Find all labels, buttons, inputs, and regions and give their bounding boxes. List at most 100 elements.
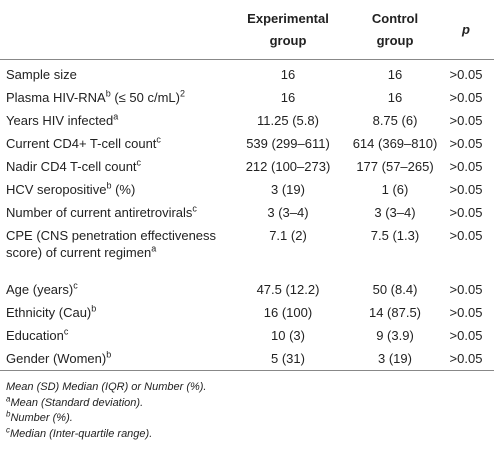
footnote-a: aMean (Standard deviation). (6, 393, 494, 412)
control-value-cell: 3 (19) (352, 347, 438, 371)
table-footnotes: Mean (SD) Median (IQR) or Number (%). aM… (0, 380, 494, 442)
row-label-cell: Ethnicity (Cau)b (0, 302, 224, 325)
footnote-a-mark: a (6, 393, 11, 403)
footnote-c-mark: c (6, 424, 10, 434)
header-experimental-group: Experimental group (224, 0, 352, 60)
table-row: Ethnicity (Cau)b 16 (100) 14 (87.5) >0.05 (0, 302, 494, 325)
row-label-footnote-mark: b (105, 88, 111, 99)
experimental-value-cell: 3 (19) (271, 181, 305, 197)
row-label-footnote-mark: c (63, 326, 69, 337)
control-value-cell: 1 (6) (381, 181, 409, 197)
header-p-value: p (438, 0, 494, 60)
experimental-value-cell: 11.25 (5.8) (257, 112, 319, 128)
row-label-cell: Educationc (0, 325, 224, 348)
experimental-value-cell: 7.1 (2) (269, 227, 307, 243)
table-row: Plasma HIV-RNAb (≤ 50 c/mL)2 16 16 >0.05 (0, 87, 494, 110)
row-label-footnote-mark: c (192, 203, 197, 214)
p-value-cell: >0.05 (449, 281, 483, 297)
experimental-value-cell: 16 (100) (263, 304, 313, 320)
p-value-cell: >0.05 (449, 135, 483, 151)
demographics-table-container: Experimental group Control group p Sampl… (0, 0, 494, 442)
row-label-cell: Nadir CD4 T-cell countc (0, 156, 224, 179)
row-label-cell: Gender (Women)b (0, 347, 224, 371)
p-value-cell: >0.05 (449, 181, 483, 197)
footnote-a-text: Mean (Standard deviation). (10, 396, 144, 409)
table-row: HCV seropositiveb (%) 3 (19) 1 (6) >0.05 (0, 179, 494, 202)
header-control-group: Control group (352, 0, 438, 60)
row-label: Sample size (6, 67, 77, 82)
experimental-value-cell: 47.5 (12.2) (256, 281, 320, 297)
experimental-value-cell: 10 (3) (271, 327, 305, 343)
table-row: Gender (Women)b 5 (31) 3 (19) >0.05 (0, 347, 494, 371)
header-experimental-line1: Experimental (247, 10, 329, 26)
row-label: CPE (CNS penetration effectiveness score… (6, 227, 217, 260)
footnote-c-text: Median (Inter-quartile range). (10, 427, 153, 440)
experimental-value-cell: 16 (280, 67, 296, 82)
control-value-cell: 16 (387, 89, 403, 105)
experimental-value-cell: 16 (280, 89, 296, 105)
row-label: Ethnicity (Cau) (6, 304, 92, 320)
row-label: Education (6, 327, 64, 343)
row-label-footnote-mark: c (73, 280, 78, 291)
header-control-line2: group (376, 32, 414, 48)
footnote-c: cMedian (Inter-quartile range). (6, 424, 494, 443)
row-label-cell: Sample size (0, 60, 224, 87)
row-label-suffix: (%) (111, 181, 136, 197)
row-label-cell: Years HIV infecteda (0, 110, 224, 133)
row-label-footnote-mark: a (113, 111, 119, 122)
header-row: Experimental group Control group p (0, 0, 494, 60)
p-value-cell: >0.05 (449, 327, 483, 343)
header-experimental-line2: group (269, 32, 307, 48)
control-value-cell: 9 (3.9) (376, 327, 414, 343)
table-row: Number of current antiretroviralsc 3 (3–4… (0, 202, 494, 225)
experimental-value-cell: 539 (299–611) (246, 135, 330, 151)
p-value-cell: >0.05 (449, 158, 483, 174)
row-label: HCV seropositive (6, 181, 107, 197)
row-label-suffix: (≤ 50 c/mL) (110, 89, 180, 105)
row-label-cell: Age (years)c (0, 279, 224, 302)
demographics-table: Experimental group Control group p Sampl… (0, 0, 494, 371)
row-label-cell: Current CD4+ T-cell countc (0, 133, 224, 156)
row-label-footnote-mark: b (106, 180, 112, 191)
table-row: CPE (CNS penetration effectiveness score… (0, 225, 494, 279)
row-label-cell: Number of current antiretroviralsc (0, 202, 224, 225)
control-value-cell: 3 (3–4) (374, 204, 416, 220)
control-value-cell: 7.5 (1.3) (370, 227, 420, 243)
row-label-footnote-mark: a (151, 243, 157, 254)
p-value-cell: >0.05 (449, 89, 483, 105)
row-label-superscript: 2 (179, 88, 185, 99)
header-label-cell (0, 0, 224, 60)
row-label-footnote-mark: b (106, 349, 112, 360)
row-label: Years HIV infected (6, 112, 114, 128)
footnote-b-text: Number (%). (10, 412, 73, 424)
row-label-cell: HCV seropositiveb (%) (0, 179, 224, 202)
control-value-cell: 614 (369–810) (352, 135, 438, 151)
row-label-footnote-mark: b (91, 303, 97, 314)
table-header: Experimental group Control group p (0, 0, 494, 60)
header-control-line1: Control (371, 10, 419, 26)
control-value-cell: 16 (387, 67, 403, 82)
table-row: Current CD4+ T-cell countc 539 (299–611) 6… (0, 133, 494, 156)
control-value-cell: 50 (8.4) (372, 281, 418, 297)
row-label-footnote-mark: c (136, 157, 142, 168)
experimental-value-cell: 5 (31) (224, 347, 352, 371)
p-value-cell: >0.05 (449, 112, 483, 128)
p-value-cell: >0.05 (449, 204, 483, 220)
table-row: Educationc 10 (3) 9 (3.9) >0.05 (0, 325, 494, 348)
row-label-footnote-mark: c (156, 134, 161, 145)
table-body: Sample size 16 16 >0.05 Plasma HIV-RNAb (≤ 5… (0, 60, 494, 371)
row-label: Current CD4+ T-cell count (6, 135, 157, 151)
table-row: Age (years)c 47.5 (12.2) 50 (8.4) >0.05 (0, 279, 494, 302)
row-label-cell: Plasma HIV-RNAb (≤ 50 c/mL)2 (0, 87, 224, 110)
experimental-value-cell: 3 (3–4) (267, 204, 309, 220)
footnote-b: bNumber (%). (6, 409, 494, 427)
control-value-cell: 8.75 (6) (372, 112, 418, 128)
row-label-cell: CPE (CNS penetration effectiveness score… (0, 225, 224, 279)
row-label: Number of current antiretrovirals (6, 204, 193, 220)
p-value-cell: >0.05 (449, 67, 483, 82)
table-row: Sample size 16 16 >0.05 (0, 60, 494, 87)
p-value-cell: >0.05 (438, 347, 494, 371)
footnote-main: Mean (SD) Median (IQR) or Number (%). (6, 381, 207, 393)
footnote-b-mark: b (6, 409, 11, 419)
row-label: Age (years) (6, 281, 74, 297)
